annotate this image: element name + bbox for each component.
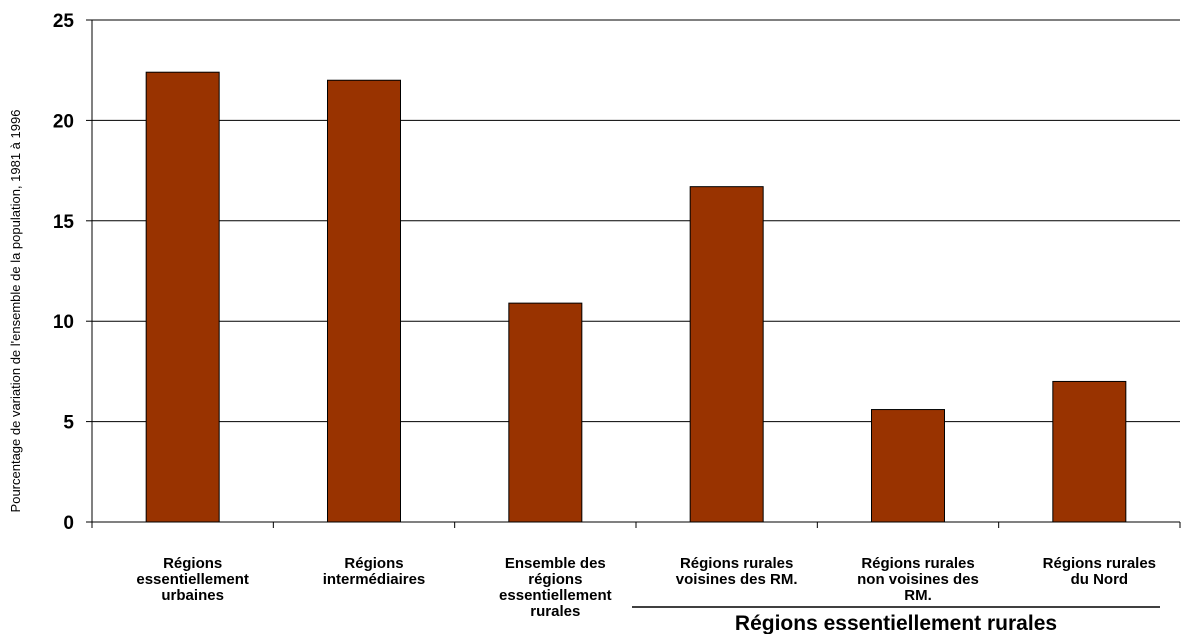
- bar: [508, 302, 583, 523]
- bar: [145, 71, 220, 523]
- y-tick-label: 15: [53, 212, 75, 233]
- bar: [327, 79, 401, 523]
- y-tick-label: 5: [63, 413, 74, 434]
- y-axis-title: Pourcentage de variation de l'ensemble d…: [8, 110, 23, 513]
- y-tick-label: 20: [53, 111, 74, 132]
- group-label: Régions essentiellement rurales: [735, 612, 1057, 634]
- bar: [1052, 380, 1127, 523]
- y-tick-label: 25: [53, 11, 75, 32]
- x-category-label: Régions rurales du Nord: [1043, 555, 1156, 588]
- x-category-label: Régions rurales non voisines des RM.: [857, 555, 979, 604]
- x-category-label: Régions essentiellement urbaines: [136, 555, 249, 604]
- bar: [871, 409, 945, 523]
- x-category-label: Ensemble des régions essentiellement rurale…: [499, 555, 612, 620]
- x-category-label: Régions intermédiaires: [323, 555, 426, 588]
- bar: [689, 186, 764, 523]
- x-category-label: Régions rurales voisines des RM.: [676, 555, 798, 588]
- y-tick-label: 0: [63, 513, 74, 534]
- y-tick-label: 10: [53, 312, 74, 333]
